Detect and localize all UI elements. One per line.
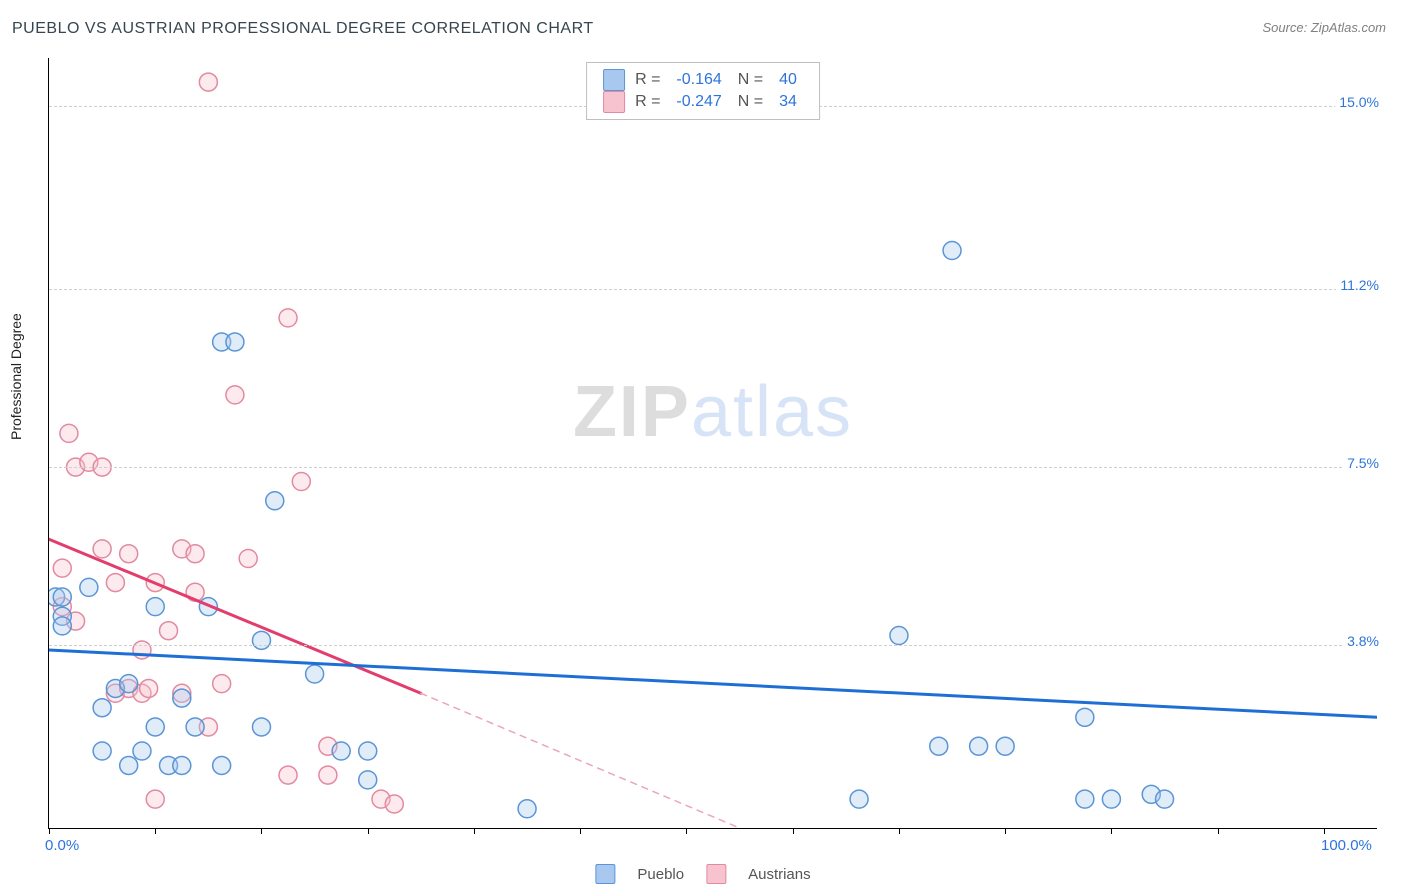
x-tick-label: 100.0%	[1321, 837, 1372, 854]
swatch-austrians	[603, 91, 625, 113]
y-tick-label: 3.8%	[1343, 633, 1379, 649]
swatch-austrians	[706, 864, 726, 884]
chart-svg	[49, 58, 1377, 828]
swatch-pueblo	[595, 864, 615, 884]
y-tick-label: 15.0%	[1335, 94, 1379, 110]
r-value: -0.247	[676, 91, 721, 113]
n-key: N =	[738, 91, 763, 113]
y-axis-label: Professional Degree	[8, 313, 24, 440]
y-tick-label: 7.5%	[1343, 455, 1379, 471]
n-value: 34	[779, 91, 797, 113]
legend-row-austrians: R = -0.247 N = 34	[603, 91, 803, 113]
y-tick-label: 11.2%	[1336, 277, 1379, 293]
x-tick-label: 0.0%	[45, 837, 79, 854]
swatch-pueblo	[603, 69, 625, 91]
legend-label-pueblo: Pueblo	[637, 866, 684, 883]
r-key: R =	[635, 91, 660, 113]
series-legend: Pueblo Austrians	[595, 864, 810, 884]
plot-area: ZIPatlas 3.8%7.5%11.2%15.0%0.0%100.0%	[48, 58, 1377, 829]
n-value: 40	[779, 69, 797, 91]
r-key: R =	[635, 69, 660, 91]
chart-title: PUEBLO VS AUSTRIAN PROFESSIONAL DEGREE C…	[12, 20, 594, 38]
chart-container: PUEBLO VS AUSTRIAN PROFESSIONAL DEGREE C…	[0, 0, 1406, 892]
n-key: N =	[738, 69, 763, 91]
r-value: -0.164	[676, 69, 721, 91]
legend-row-pueblo: R = -0.164 N = 40	[603, 69, 803, 91]
source-label: Source: ZipAtlas.com	[1262, 20, 1386, 35]
legend-label-austrians: Austrians	[748, 866, 811, 883]
correlation-legend: R = -0.164 N = 40 R = -0.247 N = 34	[586, 62, 820, 120]
